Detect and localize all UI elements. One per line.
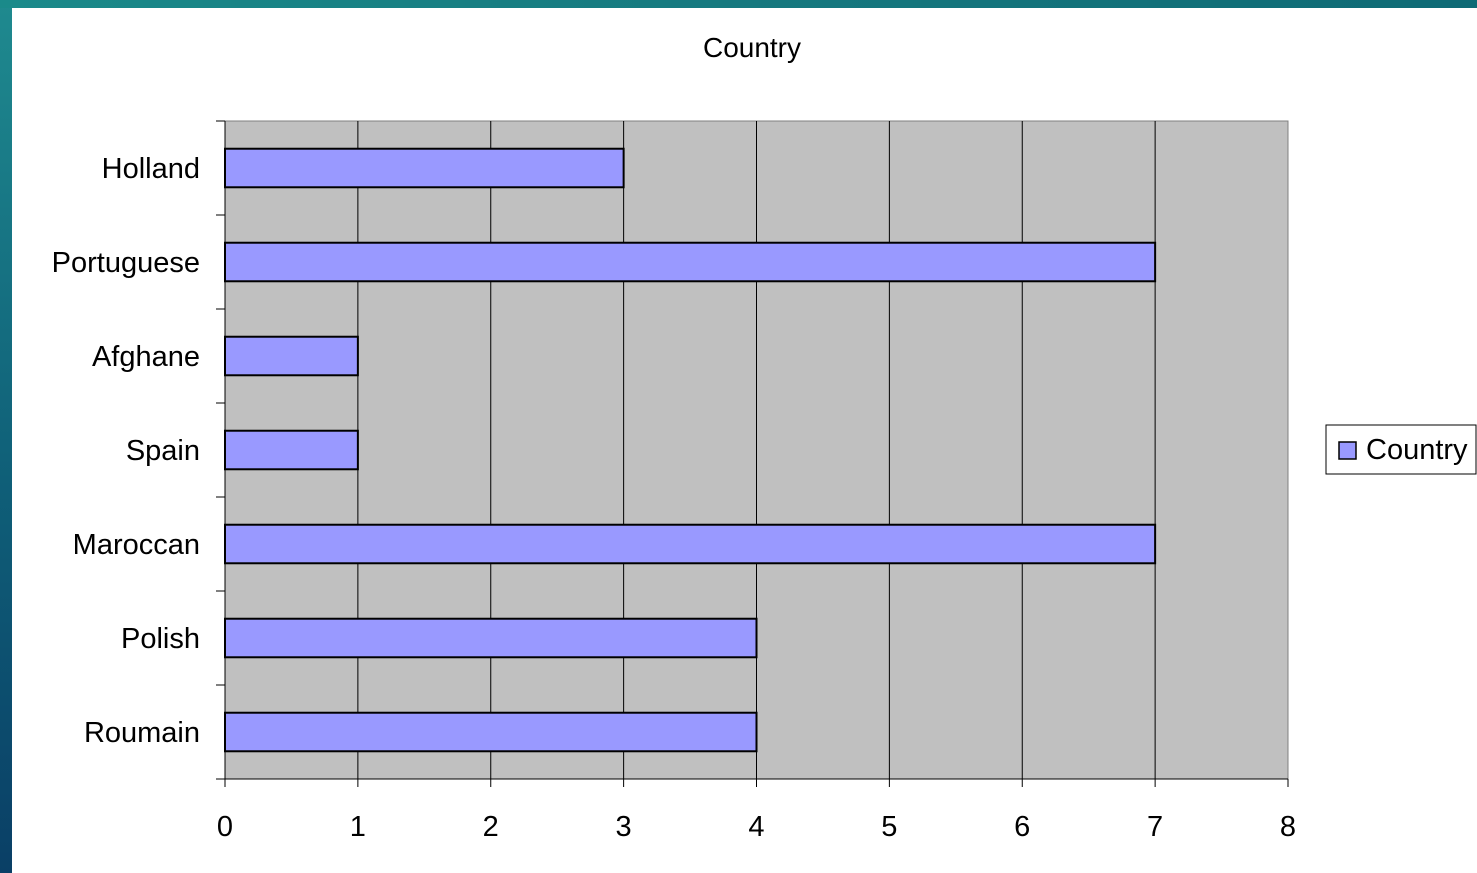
category-label: Spain — [126, 435, 200, 467]
legend: Country — [1325, 424, 1477, 475]
category-label: Maroccan — [73, 529, 200, 561]
category-label: Polish — [121, 623, 200, 655]
x-tick-label: 6 — [1014, 811, 1030, 843]
legend-swatch — [1338, 441, 1357, 460]
y-axis: Holland Portuguese Afghane Spain Maroccan Pol… — [52, 120, 226, 780]
category-label: Roumain — [84, 717, 200, 749]
category-label: Portuguese — [52, 247, 200, 279]
x-tick-label: 7 — [1147, 811, 1163, 843]
x-tick-label: 2 — [483, 811, 499, 843]
bars — [224, 147, 1157, 753]
x-tick-label: 4 — [748, 811, 764, 843]
bar — [224, 147, 625, 189]
category-label: Afghane — [92, 341, 200, 373]
x-tick-label: 8 — [1280, 811, 1296, 843]
x-tick-label: 3 — [616, 811, 632, 843]
x-tick-label: 1 — [350, 811, 366, 843]
category-label: Holland — [102, 153, 200, 185]
chart-title: Country — [703, 32, 801, 63]
bar — [224, 335, 359, 377]
bar — [224, 523, 1157, 565]
legend-label: Country — [1366, 434, 1468, 466]
x-tick-label: 0 — [217, 811, 233, 843]
x-axis: 0 1 2 3 4 5 6 7 8 — [217, 778, 1296, 843]
bar — [224, 429, 359, 471]
bar — [224, 617, 758, 659]
x-tick-label: 5 — [881, 811, 897, 843]
slide-background-left-edge — [0, 0, 12, 873]
bar — [224, 241, 1157, 283]
bar — [224, 711, 758, 753]
slide-background-top-edge — [0, 0, 1477, 8]
